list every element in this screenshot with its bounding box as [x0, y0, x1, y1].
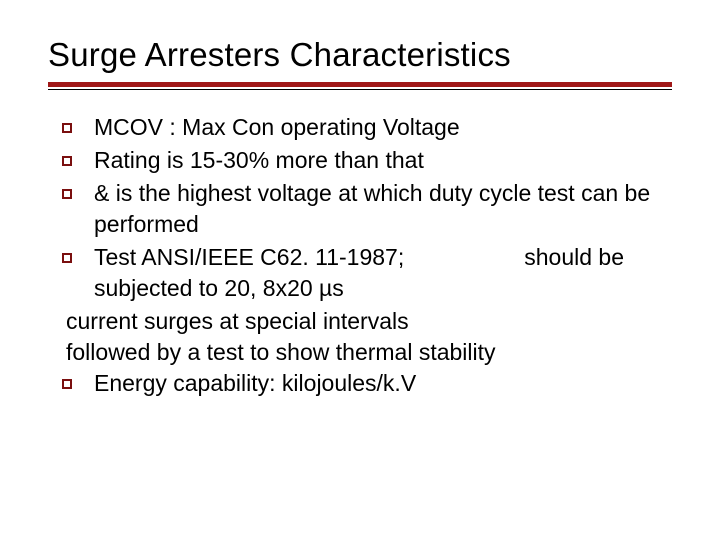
- bullet-item: Test ANSI/IEEE C62. 11-1987;should be su…: [62, 242, 666, 304]
- bullet-item: & is the highest voltage at which duty c…: [62, 178, 666, 240]
- bullet-text: Rating is 15-30% more than that: [94, 145, 424, 176]
- bullet-item: Energy capability: kilojoules/k.V: [62, 368, 666, 399]
- title-rule: [48, 82, 672, 90]
- square-bullet-icon: [62, 253, 72, 263]
- continued-line: followed by a test to show thermal stabi…: [66, 337, 666, 368]
- content: MCOV : Max Con operating Voltage Rating …: [48, 112, 672, 399]
- rule-red: [48, 82, 672, 87]
- continued-line: current surges at special intervals: [66, 306, 666, 337]
- square-bullet-icon: [62, 189, 72, 199]
- bullet-text-a: Test ANSI/IEEE C62. 11-1987;: [94, 244, 404, 270]
- bullet-text: & is the highest voltage at which duty c…: [94, 178, 666, 240]
- rule-thin: [48, 89, 672, 90]
- bullet-text: Energy capability: kilojoules/k.V: [94, 368, 416, 399]
- square-bullet-icon: [62, 379, 72, 389]
- bullet-item: MCOV : Max Con operating Voltage: [62, 112, 666, 143]
- bullet-text: Test ANSI/IEEE C62. 11-1987;should be su…: [94, 242, 666, 304]
- slide: Surge Arresters Characteristics MCOV : M…: [0, 0, 720, 540]
- bullet-text: MCOV : Max Con operating Voltage: [94, 112, 460, 143]
- square-bullet-icon: [62, 156, 72, 166]
- square-bullet-icon: [62, 123, 72, 133]
- slide-title: Surge Arresters Characteristics: [48, 36, 672, 74]
- bullet-item: Rating is 15-30% more than that: [62, 145, 666, 176]
